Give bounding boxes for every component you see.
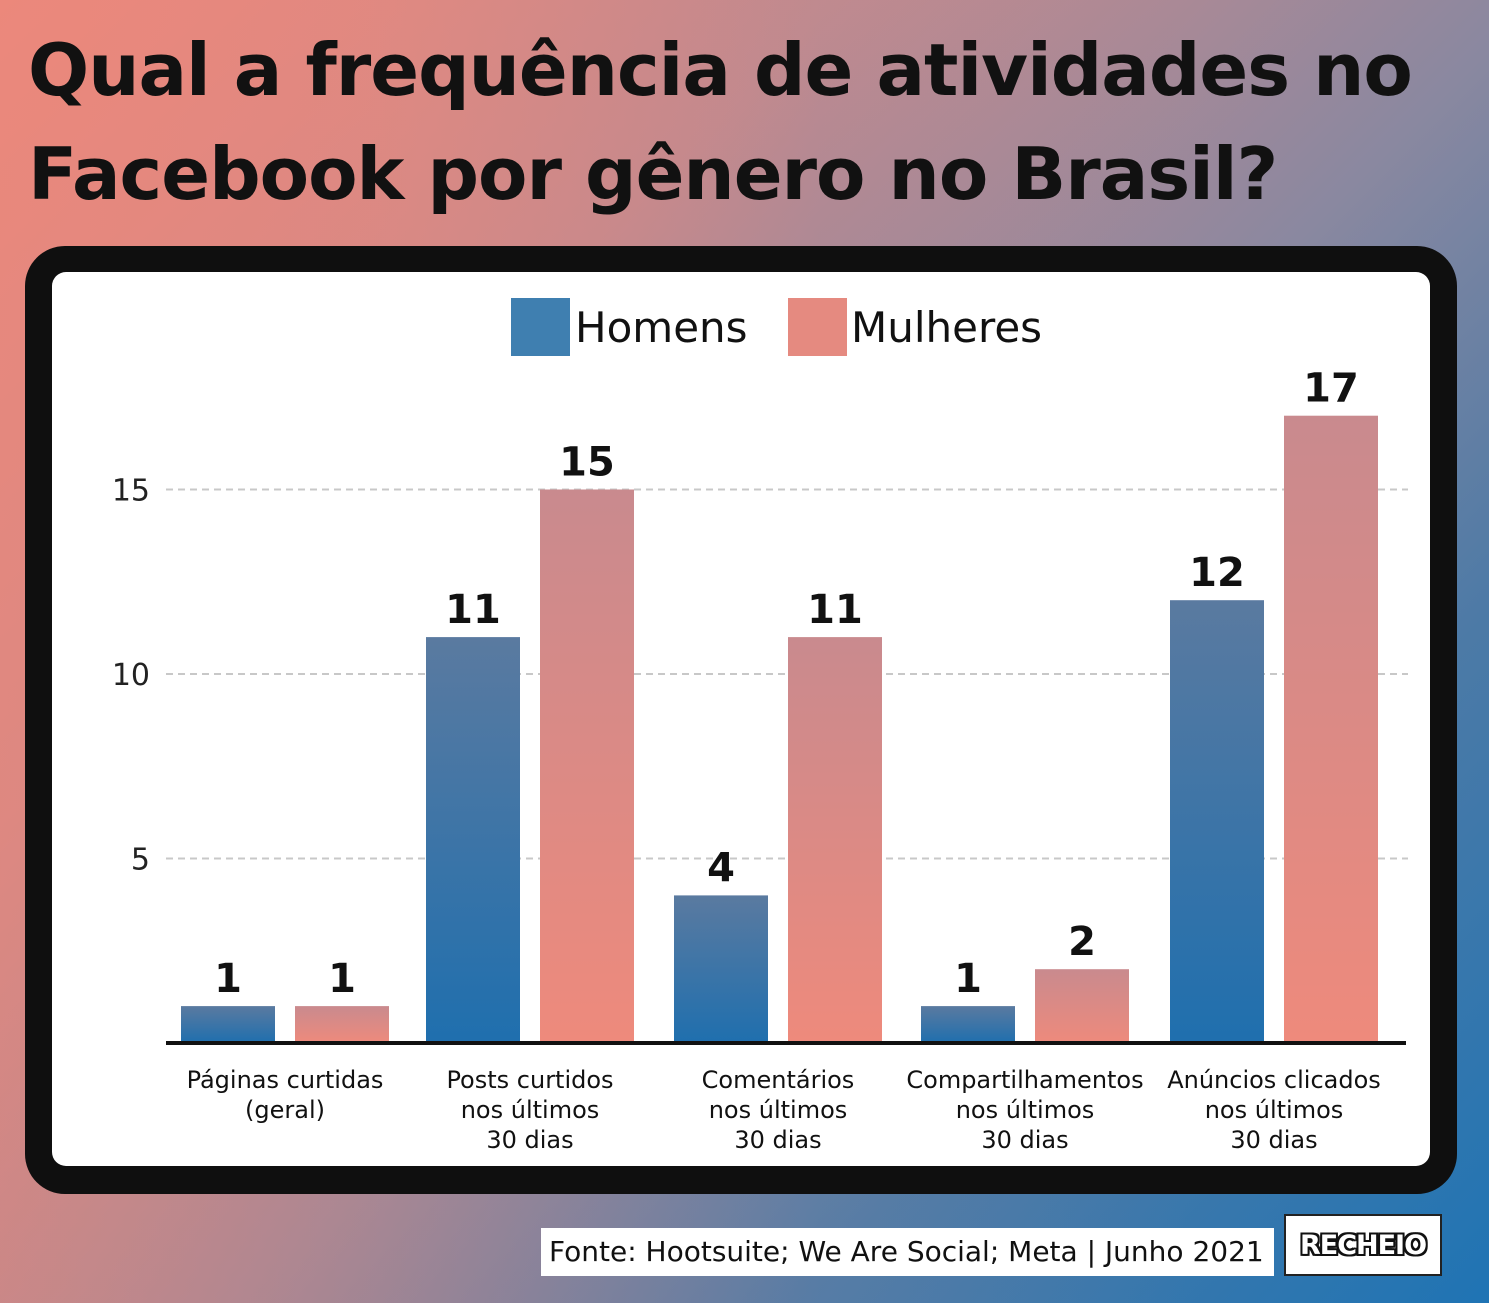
y-tick-label: 15 [112,474,150,509]
legend-label-mulheres: Mulheres [851,303,1042,352]
bar-mulheres [788,637,882,1043]
x-category-label-line: 30 dias [486,1126,573,1154]
x-category-label-line: nos últimos [956,1096,1095,1124]
bar-mulheres [1035,969,1129,1043]
x-category-label: Posts curtidos nos últimos 30 dias [446,1066,613,1154]
bar-homens [426,637,520,1043]
x-category-label-line: 30 dias [1230,1126,1317,1154]
x-category-label: Compartilhamentos nos últimos 30 dias [906,1066,1143,1154]
bar-mulheres [1284,415,1378,1043]
x-category-label-line: (geral) [245,1096,325,1124]
data-label: 1 [328,956,356,1002]
x-axis: Páginas curtidas (geral)Posts curtidos nos… [166,1041,1406,1154]
data-label: 15 [559,440,615,486]
legend-swatch-mulheres [788,298,847,356]
data-label: 2 [1068,919,1096,965]
y-tick-label: 5 [131,843,150,878]
legend-label-homens: Homens [575,303,748,352]
y-tick-label: 10 [112,658,150,693]
x-category-label-line: nos últimos [709,1096,848,1124]
data-label: 1 [214,956,242,1002]
x-category-label-line: 30 dias [981,1126,1068,1154]
data-label: 11 [445,587,501,633]
bar-homens [1170,600,1264,1043]
bar-homens [921,1006,1015,1043]
x-category-label-line: Anúncios clicados [1167,1066,1381,1094]
x-category-label-line: nos últimos [1205,1096,1344,1124]
data-label: 11 [807,587,863,633]
source-note: Fonte: Hootsuite; We Are Social; Meta | … [541,1228,1274,1276]
bar-homens [181,1006,275,1043]
x-category-label-line: 30 dias [734,1126,821,1154]
x-category-label-line: nos últimos [461,1096,600,1124]
x-category-label: Anúncios clicados nos últimos 30 dias [1167,1066,1381,1154]
data-label: 4 [707,845,735,891]
x-category-label: Comentários nos últimos 30 dias [702,1066,855,1154]
chart-title: Qual a frequência de atividades no Faceb… [28,18,1458,226]
logo-text: RECHEIO [1299,1229,1427,1261]
data-label: 1 [954,956,982,1002]
bar-mulheres [295,1006,389,1043]
title-line-2: Facebook por gênero no Brasil? [28,132,1278,216]
title-line-1: Qual a frequência de atividades no [28,28,1413,112]
bar-mulheres [540,489,634,1043]
data-label: 12 [1189,550,1245,596]
x-category-label-line: Comentários [702,1066,855,1094]
legend-swatch-homens [511,298,570,356]
x-category-label-line: Páginas curtidas [187,1066,384,1094]
x-category-label: Páginas curtidas (geral) [187,1066,384,1124]
x-category-label-line: Posts curtidos [446,1066,613,1094]
x-category-label-line: Compartilhamentos [906,1066,1143,1094]
bar-homens [674,895,768,1043]
recheio-logo: RECHEIO [1284,1214,1442,1276]
data-label: 17 [1303,366,1359,412]
legend: Homens Mulheres [511,298,1042,356]
